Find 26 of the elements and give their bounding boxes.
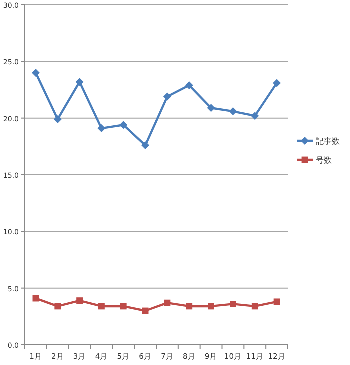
point <box>163 92 172 101</box>
point <box>186 303 193 310</box>
legend-item: 記事数 <box>297 137 340 146</box>
point <box>208 303 214 310</box>
point <box>273 79 282 88</box>
point <box>76 298 83 304</box>
point <box>229 108 238 116</box>
point <box>142 142 150 150</box>
point <box>32 69 40 77</box>
point <box>164 300 171 306</box>
point <box>54 115 62 124</box>
point <box>252 303 258 310</box>
point <box>98 303 105 310</box>
legend-item: 号数 <box>297 156 332 165</box>
point <box>207 104 216 112</box>
legend-label: 号数 <box>316 156 332 165</box>
point <box>230 301 236 308</box>
point <box>185 81 194 90</box>
legend-label: 記事数 <box>316 137 340 146</box>
point <box>76 78 84 86</box>
point <box>274 298 280 306</box>
point <box>251 112 260 120</box>
point <box>54 303 62 310</box>
point <box>98 124 106 133</box>
point <box>120 121 128 130</box>
point <box>120 303 127 310</box>
